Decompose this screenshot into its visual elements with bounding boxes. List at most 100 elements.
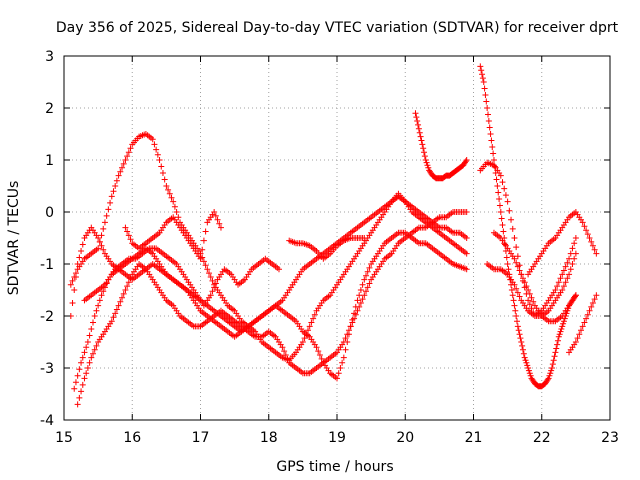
data-point — [103, 212, 110, 219]
data-point — [83, 370, 90, 377]
data-point — [567, 266, 574, 273]
data-point — [504, 261, 511, 267]
data-point — [530, 298, 537, 305]
data-point — [562, 263, 569, 270]
data-point — [559, 287, 566, 293]
data-point — [519, 275, 526, 282]
data-point — [100, 246, 107, 253]
data-point — [560, 283, 567, 290]
data-point — [124, 283, 131, 290]
data-point — [523, 283, 530, 290]
data-point — [552, 349, 559, 356]
data-point — [514, 323, 521, 330]
data-point — [69, 277, 76, 284]
data-point — [547, 370, 554, 377]
data-point — [67, 281, 74, 288]
data-point — [569, 245, 576, 252]
data-point — [588, 238, 595, 245]
data-point — [506, 207, 513, 214]
data-point — [158, 163, 165, 170]
data-point — [499, 222, 506, 228]
data-point — [554, 337, 561, 344]
data-point — [357, 300, 364, 306]
data-point — [412, 110, 419, 117]
data-point — [477, 63, 484, 70]
y-tick-label: 3 — [45, 49, 54, 65]
data-point — [84, 365, 91, 371]
data-point — [154, 151, 161, 158]
data-point — [100, 288, 107, 295]
data-point — [122, 287, 129, 293]
series-sat-l — [490, 229, 579, 325]
data-point — [354, 297, 361, 304]
data-point — [490, 150, 497, 157]
data-point — [359, 281, 366, 288]
data-point — [363, 288, 370, 295]
data-point — [501, 185, 508, 192]
data-point — [591, 296, 598, 303]
data-point — [572, 235, 579, 241]
data-point — [496, 196, 503, 202]
data-point — [516, 293, 523, 300]
data-point — [593, 292, 600, 299]
data-point — [165, 186, 172, 193]
data-point — [122, 224, 129, 231]
data-point — [511, 281, 518, 288]
data-point — [567, 250, 574, 257]
data-point — [544, 376, 551, 383]
data-point — [74, 372, 81, 379]
data-point — [586, 307, 593, 314]
x-tick-label: 19 — [328, 430, 346, 446]
data-point — [207, 274, 214, 280]
data-point — [125, 279, 132, 286]
data-point — [511, 302, 518, 309]
data-point — [199, 246, 206, 253]
data-point — [521, 354, 528, 361]
series-sat-m — [525, 209, 600, 278]
data-point — [500, 228, 507, 235]
data-point — [555, 333, 562, 340]
data-point — [551, 353, 558, 360]
data-point — [481, 85, 488, 92]
data-point — [591, 246, 598, 253]
data-point — [351, 310, 358, 317]
data-point — [555, 279, 562, 286]
data-point — [577, 327, 584, 334]
data-point — [528, 305, 535, 312]
data-point — [95, 235, 102, 241]
data-point — [125, 232, 132, 239]
data-point — [202, 228, 209, 235]
data-point — [514, 318, 521, 325]
data-point — [502, 192, 509, 199]
data-point — [93, 342, 100, 349]
data-point — [557, 275, 564, 282]
data-point — [166, 190, 173, 197]
data-point — [105, 206, 112, 213]
data-point — [71, 287, 78, 293]
data-point — [581, 223, 588, 230]
data-point — [124, 228, 131, 235]
data-point — [200, 237, 207, 244]
data-point — [419, 141, 426, 148]
data-point — [583, 315, 590, 322]
data-point — [548, 367, 555, 374]
data-point — [161, 176, 168, 183]
data-point — [524, 362, 531, 369]
data-point — [584, 231, 591, 238]
data-point — [340, 354, 347, 361]
data-point — [571, 255, 578, 262]
data-point — [572, 339, 579, 345]
data-point — [364, 284, 371, 291]
data-point — [352, 303, 359, 310]
data-point — [212, 212, 219, 219]
y-axis-label: SDTVAR / TECUs — [6, 181, 22, 296]
data-point — [509, 225, 516, 232]
data-point — [513, 285, 520, 292]
data-point — [335, 370, 342, 377]
data-point — [546, 372, 553, 379]
data-point — [107, 199, 114, 206]
data-point — [593, 250, 600, 257]
data-point — [488, 137, 495, 144]
data-point — [497, 172, 504, 179]
